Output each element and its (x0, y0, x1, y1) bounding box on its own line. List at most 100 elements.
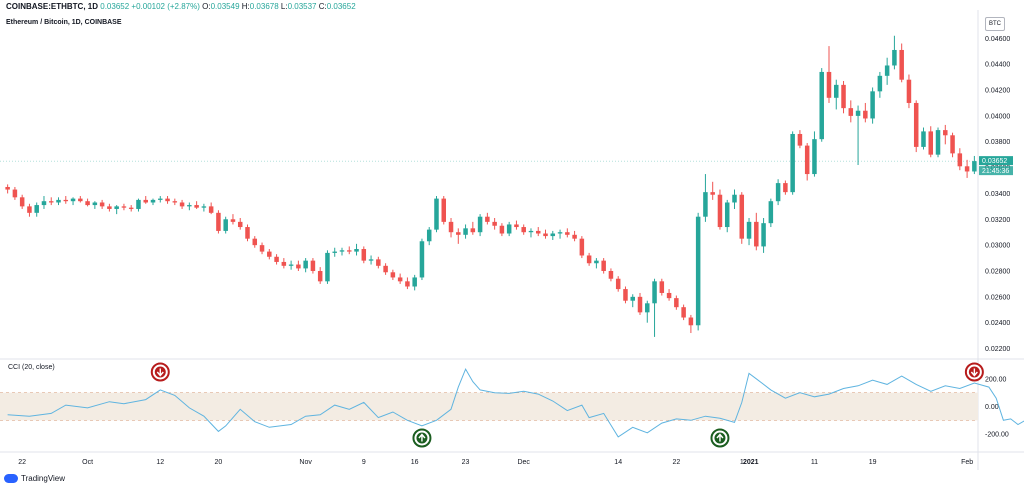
candle-down (623, 289, 628, 301)
candle-down (717, 194, 723, 228)
candle-down (535, 230, 541, 234)
price-tick-label: 0.02200 (985, 346, 1010, 353)
candle-down (943, 130, 948, 136)
candle-down (107, 206, 112, 209)
arrow-up-icon (716, 433, 724, 442)
candle-down (841, 84, 846, 109)
price-tick-label: 0.03000 (985, 243, 1010, 250)
time-tick-label: 16 (411, 459, 419, 466)
candle-down (390, 272, 396, 278)
candle-down (216, 212, 221, 231)
low-value: 0.03537 (287, 2, 317, 11)
candle-up (703, 192, 708, 217)
symbol-label[interactable]: COINBASE:ETHBTC, 1D (6, 2, 99, 11)
candle-up (56, 199, 61, 203)
candle-down (637, 296, 643, 313)
candle-down (165, 198, 170, 202)
time-tick-label: 2021 (743, 459, 759, 466)
candle-up (303, 260, 308, 269)
last-price-axis-label: 0.03652 (982, 158, 1007, 165)
candle-down (27, 206, 32, 213)
buy-signal-icon (412, 428, 432, 448)
candle-up (41, 201, 47, 206)
candle-up (732, 194, 737, 203)
candle-down (710, 192, 715, 195)
candle-down (172, 201, 178, 203)
currency-badge[interactable]: BTC (985, 17, 1005, 31)
candle-down (179, 202, 185, 207)
time-tick-label: Feb (961, 459, 973, 466)
candle-up (412, 277, 417, 287)
candle-down (267, 251, 272, 257)
countdown-label: 21:45:36 (982, 168, 1009, 175)
candle-up (884, 65, 890, 76)
chart-title: Ethereum / Bitcoin, 1D, COINBASE (6, 19, 122, 26)
candle-up (434, 198, 439, 230)
candle-up (34, 205, 39, 213)
low-label: L: (280, 2, 288, 11)
cci-tick-label: 0.00 (985, 404, 999, 411)
candle-down (143, 199, 148, 203)
candle-down (899, 49, 904, 80)
candle-down (499, 225, 505, 234)
candle-down (194, 205, 199, 208)
candle-up (870, 91, 875, 119)
candle-up (768, 201, 774, 224)
indicator-label[interactable]: CCI (20, close) (8, 364, 55, 371)
candle-down (274, 256, 279, 262)
candle-up (819, 71, 824, 140)
candle-down (485, 216, 490, 222)
last-price: 0.03652 (100, 2, 130, 11)
candle-down (245, 227, 250, 239)
candle-up (463, 228, 468, 235)
candle-up (136, 199, 141, 209)
candle-down (376, 259, 381, 266)
candle-down (296, 264, 301, 269)
brand-logo: TradingView (4, 474, 65, 483)
candle-up (972, 161, 977, 172)
price-tick-label: 0.03800 (985, 139, 1010, 146)
candle-down (848, 108, 854, 116)
time-tick-label: 1 (740, 459, 744, 466)
arrow-down-icon (156, 368, 164, 377)
candle-up (332, 251, 337, 253)
close-value: 0.03652 (326, 2, 356, 11)
candle-up (761, 223, 766, 247)
cci-tick-label: -200.00 (985, 432, 1009, 439)
candle-down (317, 270, 323, 282)
candle-down (826, 71, 832, 98)
price-change: +0.00102 (+2.87%) (131, 2, 200, 11)
sell-signal-icon (150, 362, 170, 382)
candle-down (666, 292, 672, 299)
candle-down (5, 186, 10, 190)
candle-down (448, 221, 454, 233)
candle-down (579, 238, 585, 256)
candle-down (804, 145, 810, 175)
candle-up (812, 139, 817, 175)
high-value: 0.03678 (249, 2, 279, 11)
candle-up (550, 233, 556, 237)
countdown-badge (979, 166, 1013, 176)
candle-up (70, 198, 76, 202)
candle-down (12, 189, 18, 198)
cci-tick-label: 200.00 (985, 376, 1007, 383)
candle-down (470, 228, 476, 233)
candle-up (92, 202, 98, 206)
candle-up (426, 229, 432, 242)
candle-down (754, 221, 759, 247)
price-tick-label: 0.04200 (985, 88, 1010, 95)
buy-signal-icon (710, 428, 730, 448)
time-tick-label: 11 (811, 459, 818, 466)
time-tick-label: Nov (299, 459, 312, 466)
candle-up (528, 230, 534, 233)
candle-down (48, 201, 54, 203)
candle-down (964, 166, 970, 172)
candle-up (368, 259, 374, 261)
last-price-badge (979, 156, 1013, 166)
candle-down (128, 207, 134, 209)
candle-down (397, 277, 403, 282)
price-tick-label: 0.02400 (985, 320, 1010, 327)
open-label: O: (202, 2, 211, 11)
candle-down (281, 261, 287, 266)
